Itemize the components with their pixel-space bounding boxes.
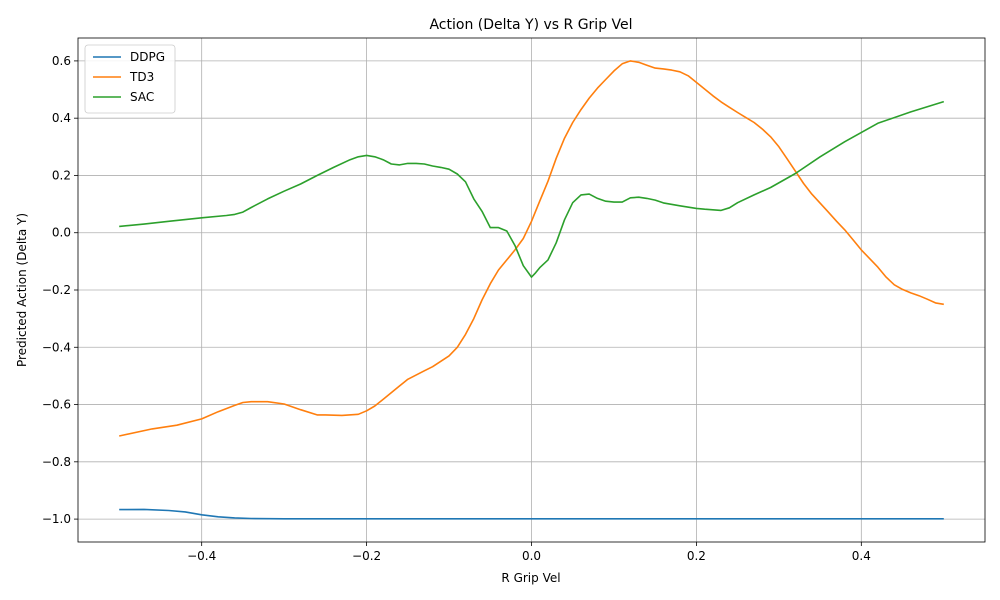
series-line-sac: [119, 100, 945, 278]
x-tick-label: −0.2: [352, 549, 381, 563]
legend-label-td3: TD3: [129, 70, 154, 84]
y-axis-ticks: −1.0 −0.8 −0.6 −0.4 −0.2 0.0 0.2 0.4 0.6: [42, 54, 78, 526]
y-tick-label: 0.2: [52, 168, 71, 182]
x-tick-label: 0.4: [852, 549, 871, 563]
legend-box: [84, 44, 176, 114]
series-line-td3: [119, 60, 944, 437]
y-axis-label: Predicted Action (Delta Y): [15, 213, 29, 367]
legend-label-sac: SAC: [130, 90, 154, 104]
y-tick-label: −0.2: [42, 283, 71, 297]
y-tick-label: −0.6: [42, 398, 71, 412]
x-tick-label: −0.4: [187, 549, 216, 563]
y-tick-label: −1.0: [42, 512, 71, 526]
x-tick-label: 0.0: [522, 549, 541, 563]
grid-lines: [78, 38, 985, 542]
series-line-ddpg: [119, 508, 944, 520]
x-axis-ticks: −0.4 −0.2 0.0 0.2 0.4: [187, 542, 871, 563]
legend-label-ddpg: DDPG: [130, 50, 165, 64]
legend: DDPG TD3 SAC: [84, 44, 176, 114]
y-tick-label: 0.6: [52, 54, 71, 68]
chart-title: Action (Delta Y) vs R Grip Vel: [429, 17, 632, 33]
y-tick-label: −0.4: [42, 340, 71, 354]
x-axis-label: R Grip Vel: [501, 571, 560, 585]
series-lines: [119, 60, 945, 520]
y-tick-label: −0.8: [42, 455, 71, 469]
y-tick-label: 0.0: [52, 226, 71, 240]
x-tick-label: 0.2: [687, 549, 706, 563]
y-tick-label: 0.4: [52, 111, 71, 125]
